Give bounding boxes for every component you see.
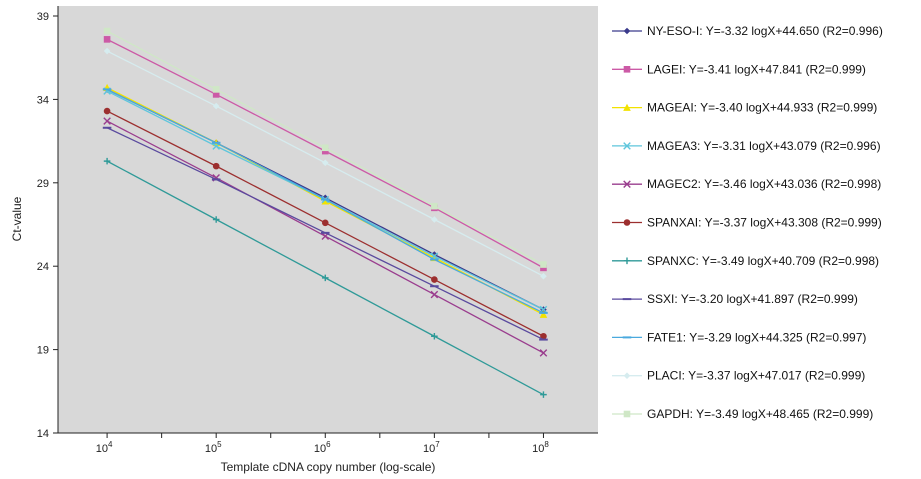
data-point [212,102,220,110]
data-point [103,107,111,115]
x-tick-label: 106 [314,440,331,455]
legend-label: FATE1: Y=-3.29 logX+44.325 (R2=0.997) [647,330,866,344]
x-tick-label: 108 [532,440,549,455]
y-tick-label: 34 [37,94,49,106]
y-tick-label: 14 [37,428,49,440]
x-axis: 104 105 106 107 108 [58,432,598,455]
legend-marker [623,103,631,111]
series-layer [102,27,548,398]
legend-marker [623,410,631,418]
data-point [539,310,548,318]
legend-item: GAPDH: Y=-3.49 logX+48.465 (R2=0.999) [612,407,873,421]
data-point [103,117,111,125]
data-point [103,27,111,35]
legend-marker [623,180,631,188]
data-point [540,332,547,340]
data-point [431,216,438,223]
series-placi [103,47,547,280]
data-point [103,36,111,43]
legend-marker [623,66,631,73]
legend-item: LAGEI: Y=-3.41 logX+47.841 (R2=0.999) [612,62,866,76]
data-point [431,332,438,340]
y-tick-label: 19 [37,345,49,357]
data-point [540,272,547,280]
data-point [212,162,220,170]
data-point [539,349,548,357]
y-tick-label: 29 [37,178,49,190]
data-point [103,157,111,165]
legend-marker [623,27,631,35]
data-point [321,144,329,152]
data-point [321,147,329,155]
x-axis-title: Template cDNA copy number (log-scale) [221,460,436,474]
series-gapdh [103,27,547,268]
data-point [540,391,547,398]
legend-label: SPANXC: Y=-3.49 logX+40.709 (R2=0.998) [647,254,879,268]
series-ssxi [102,126,548,341]
data-point [103,47,111,55]
data-point [540,264,547,272]
data-point [212,216,220,223]
legend-label: MAGEAI: Y=-3.40 logX+44.933 (R2=0.999) [647,101,877,115]
legend-label: NY-ESO-I: Y=-3.32 logX+44.650 (R2=0.996) [647,24,883,38]
legend-marker [623,219,631,226]
legend-item: MAGEA3: Y=-3.31 logX+43.079 (R2=0.996) [612,139,881,153]
data-point [430,290,439,299]
x-tick-label: 107 [423,440,440,455]
data-point [321,197,330,205]
x-tick-label: 104 [96,440,113,455]
legend-label: MAGEA3: Y=-3.31 logX+43.079 (R2=0.996) [647,139,881,153]
legend-item: SPANXC: Y=-3.49 logX+40.709 (R2=0.998) [612,254,879,268]
y-tick-label: 39 [37,11,49,23]
y-axis-title: Ct-value [10,196,24,241]
data-point [540,261,547,268]
data-point [321,159,329,167]
data-point [431,202,438,210]
series-fate1 [102,88,548,314]
series-spanxai [103,107,547,340]
legend-item: MAGEAI: Y=-3.40 logX+44.933 (R2=0.999) [612,101,877,115]
legend-marker [623,372,631,379]
legend-label: LAGEI: Y=-3.41 logX+47.841 (R2=0.999) [647,62,866,76]
data-point [321,274,329,282]
x-tick-label: 105 [205,440,222,455]
legend-label: PLACI: Y=-3.37 logX+47.017 (R2=0.999) [647,369,865,383]
legend: NY-ESO-I: Y=-3.32 logX+44.650 (R2=0.996)… [612,24,883,421]
legend-marker [623,257,631,265]
data-point [212,91,220,98]
legend-item: PLACI: Y=-3.37 logX+47.017 (R2=0.999) [612,369,865,383]
legend-item: MAGEC2: Y=-3.46 logX+43.036 (R2=0.998) [612,177,881,191]
plot-area [58,6,598,433]
series-spanxc [103,157,547,398]
data-point [212,86,220,93]
legend-label: SPANXAI: Y=-3.37 logX+43.308 (R2=0.999) [647,216,882,230]
y-tick-label: 24 [37,261,49,273]
data-point [321,219,329,227]
legend-label: MAGEC2: Y=-3.46 logX+43.036 (R2=0.998) [647,177,881,191]
legend-label: SSXI: Y=-3.20 logX+41.897 (R2=0.999) [647,292,858,306]
legend-item: FATE1: Y=-3.29 logX+44.325 (R2=0.997) [612,330,866,344]
legend-item: NY-ESO-I: Y=-3.32 logX+44.650 (R2=0.996) [612,24,883,38]
legend-label: GAPDH: Y=-3.49 logX+48.465 (R2=0.999) [647,407,873,421]
legend-marker [623,142,631,150]
y-axis: 14 19 24 29 34 39 [37,6,59,440]
series-magec2 [103,117,548,357]
legend-item: SPANXAI: Y=-3.37 logX+43.308 (R2=0.999) [612,216,882,230]
data-point [431,276,438,283]
legend-item: SSXI: Y=-3.20 logX+41.897 (R2=0.999) [612,292,858,306]
